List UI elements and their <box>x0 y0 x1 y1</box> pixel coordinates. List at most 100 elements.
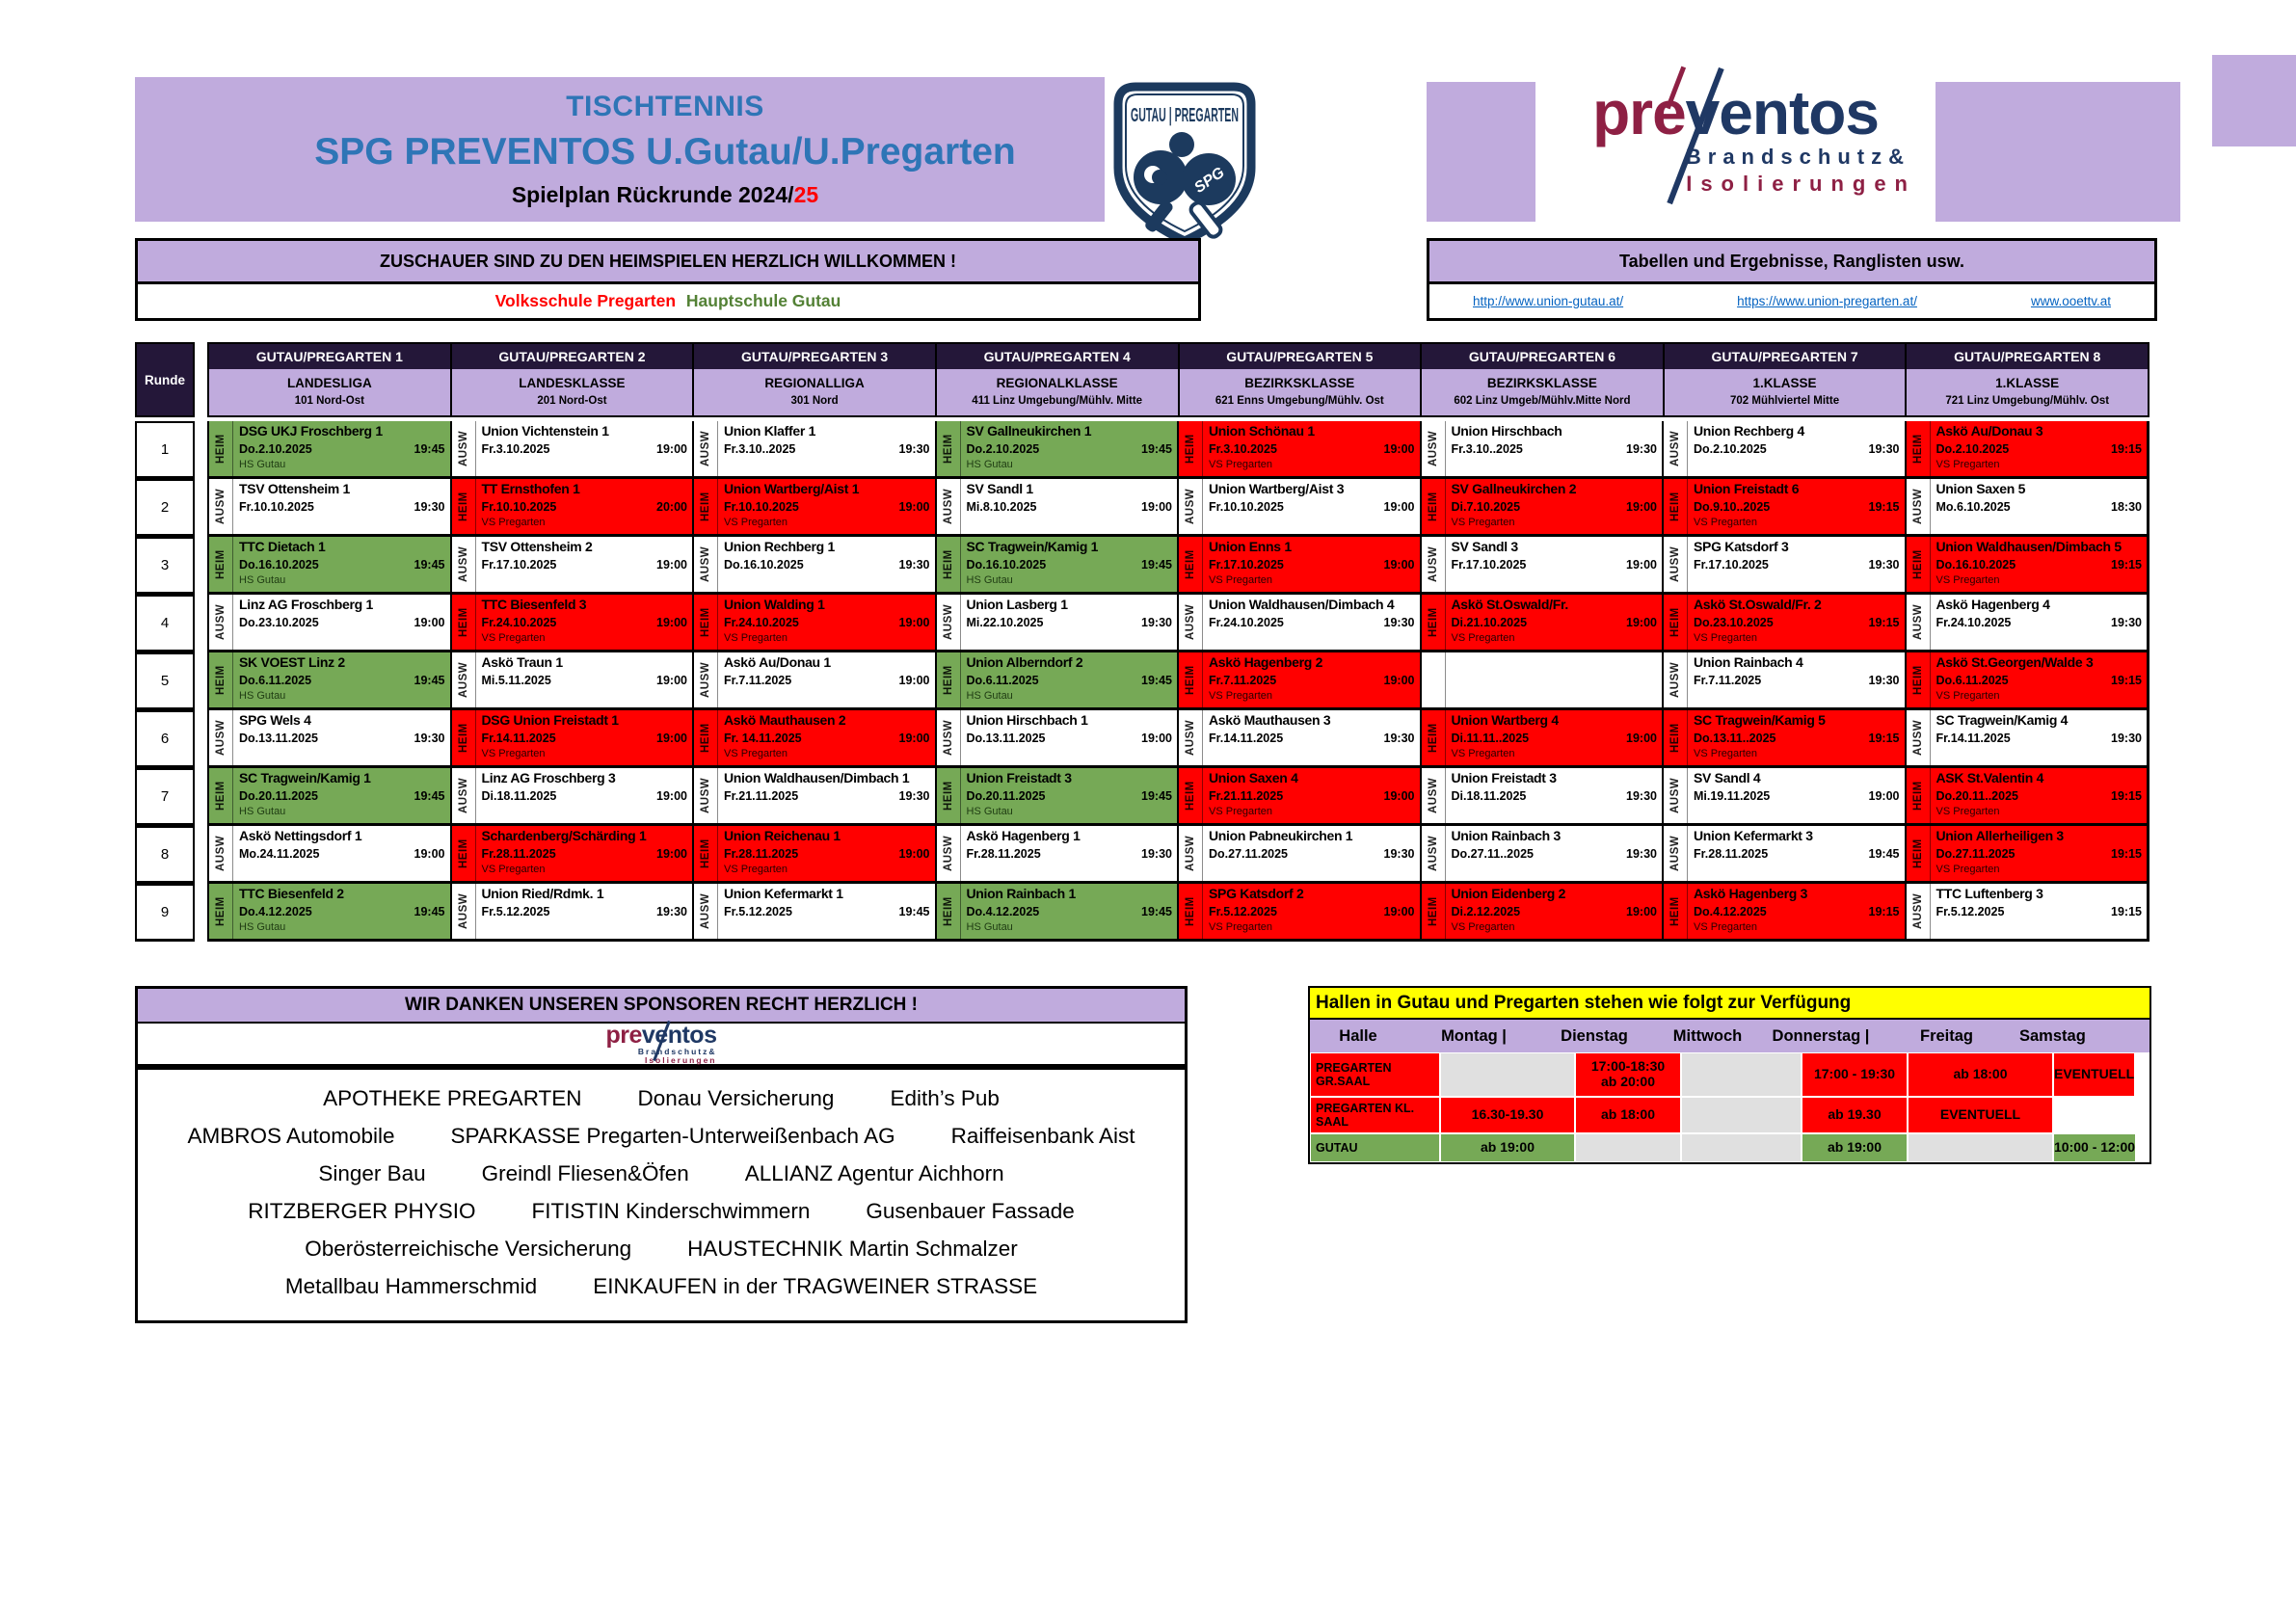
heim-ausw-label: HEIM <box>451 826 476 881</box>
match-date: Fr.28.11.2025 <box>1694 847 1769 861</box>
match-date: Fr.24.10.2025 <box>1209 616 1284 629</box>
sponsor-name: Raiffeisenbank Aist <box>950 1124 1135 1148</box>
league-group: 411 Linz Umgebung/Mühlv. Mitte <box>972 395 1143 407</box>
match-time: 19:30 <box>1626 789 1657 803</box>
match-time: 19:00 <box>414 847 445 861</box>
match-cell: AUSW Linz AG Froschberg 1 Do.23.10.2025 … <box>209 595 450 650</box>
match-time: 19:45 <box>898 905 930 918</box>
spacer <box>195 768 207 826</box>
sponsor-name: ALLIANZ Agentur Aichhorn <box>744 1161 1004 1185</box>
heim-ausw-label: HEIM <box>1421 595 1446 650</box>
venue-label: VS Pregarten <box>1936 864 2000 875</box>
league-name: REGIONALKLASSE <box>996 376 1118 390</box>
heim-ausw-label: AUSW <box>694 537 718 592</box>
round-cells: AUSW Linz AG Froschberg 1 Do.23.10.2025 … <box>207 595 2149 652</box>
opponent-name: Union Eidenberg 2 <box>1451 886 1566 901</box>
opponent-name: Union Rainbach 1 <box>966 886 1077 901</box>
heim-ausw-label: HEIM <box>694 595 718 650</box>
opponent-name: Union Saxen 4 <box>1209 770 1298 785</box>
match-cell: HEIM Union Wartberg/Aist 1 Fr.10.10.2025… <box>692 479 935 534</box>
venue-label: HS Gutau <box>966 690 1013 702</box>
match-time: 19:45 <box>1868 847 1900 861</box>
opponent-name: SPG Katsdorf 2 <box>1209 886 1304 901</box>
match-cell: HEIM Union Waldhausen/Dimbach 5 Do.16.10… <box>1904 537 2147 592</box>
schedule-round-row: 9 HEIM TTC Biesenfeld 2 Do.4.12.2025 19:… <box>135 884 2149 942</box>
venue-label: VS Pregarten <box>481 748 546 759</box>
match-cell: HEIM Askö St.Georgen/Walde 3 Do.6.11.202… <box>1904 652 2147 707</box>
match-cell: AUSW Askö Au/Donau 1 Fr.7.11.2025 19:00 <box>692 652 935 707</box>
match-cell: HEIM Union Walding 1 Fr.24.10.2025 19:00… <box>692 595 935 650</box>
round-number: 8 <box>135 826 195 884</box>
opponent-name: Union Rainbach 3 <box>1451 828 1562 843</box>
round-cells: HEIM DSG UKJ Froschberg 1 Do.2.10.2025 1… <box>207 421 2149 479</box>
heim-ausw-label: HEIM <box>936 421 961 476</box>
team-name-header: GUTAU/PREGARTEN 3 <box>694 344 935 369</box>
team-name-header: GUTAU/PREGARTEN 8 <box>1907 344 2148 369</box>
hall-availability-cell <box>1908 1133 2053 1162</box>
heim-ausw-label: AUSW <box>1664 421 1688 476</box>
opponent-name: DSG UKJ Froschberg 1 <box>239 423 383 439</box>
hall-availability-cell <box>1681 1052 1802 1097</box>
heim-ausw-label: HEIM <box>209 537 233 592</box>
match-time: 19:00 <box>656 789 687 803</box>
match-date: Do.27.11.2025 <box>1936 847 2016 861</box>
opponent-name: Union Lasberg 1 <box>966 597 1068 612</box>
opponent-name: Union Waldhausen/Dimbach 1 <box>724 770 910 785</box>
match-cell: AUSW Union Kefermarkt 3 Fr.28.11.2025 19… <box>1662 826 1905 881</box>
halls-header-cell: Halle <box>1339 1027 1377 1045</box>
heim-ausw-label: AUSW <box>694 652 718 707</box>
spacer <box>195 537 207 595</box>
schedule-round-row: 4 AUSW Linz AG Froschberg 1 Do.23.10.202… <box>135 595 2149 652</box>
match-date: Do.2.10.2025 <box>966 442 1040 456</box>
match-date: Fr.21.11.2025 <box>1209 789 1284 803</box>
league-name: BEZIRKSKLASSE <box>1486 376 1597 390</box>
match-time: 19:15 <box>2111 789 2142 803</box>
league-link[interactable]: https://www.union-pregarten.at/ <box>1737 294 1917 308</box>
spacer <box>195 421 207 479</box>
match-time: 19:30 <box>898 558 930 572</box>
match-date: Fr.5.12.2025 <box>1209 905 1277 918</box>
sponsor-name: EINKAUFEN in der TRAGWEINER STRASSE <box>593 1274 1038 1298</box>
opponent-name: SC Tragwein/Kamig 1 <box>966 539 1099 554</box>
heim-ausw-label: HEIM <box>1664 710 1688 765</box>
venue-label: VS Pregarten <box>1209 574 1273 586</box>
match-time: 19:30 <box>1141 847 1172 861</box>
team-headers: GUTAU/PREGARTEN 1 LANDESLIGA 101 Nord-Os… <box>207 342 2149 417</box>
league-link[interactable]: www.ooettv.at <box>2030 294 2111 308</box>
match-cell: AUSW Union Freistadt 3 Di.18.11.2025 19:… <box>1419 768 1662 823</box>
league-link[interactable]: http://www.union-gutau.at/ <box>1473 294 1624 308</box>
match-cell: AUSW Union Rechberg 1 Do.16.10.2025 19:3… <box>692 537 935 592</box>
club-badge: GUTAU | PREGARTEN SPG <box>1105 75 1265 251</box>
match-date: Fr.3.10.2025 <box>481 442 550 456</box>
match-date: Do.16.10.2025 <box>724 558 804 572</box>
round-number: 4 <box>135 595 195 652</box>
league-name: REGIONALLIGA <box>764 376 865 390</box>
match-time: 20:00 <box>656 500 687 514</box>
heim-ausw-label: HEIM <box>451 595 476 650</box>
welcome-box: ZUSCHAUER SIND ZU DEN HEIMSPIELEN HERZLI… <box>135 238 1201 321</box>
league-name: LANDESKLASSE <box>519 376 626 390</box>
match-cell: AUSW Askö Mauthausen 3 Fr.14.11.2025 19:… <box>1177 710 1420 765</box>
opponent-name: SK VOEST Linz 2 <box>239 654 345 670</box>
halls-header-cell: Samstag <box>2019 1027 2086 1045</box>
match-time: 19:00 <box>1383 789 1415 803</box>
venue-label: VS Pregarten <box>1451 632 1515 644</box>
opponent-name: ASK St.Valentin 4 <box>1936 770 2044 785</box>
team-name-header: GUTAU/PREGARTEN 7 <box>1664 344 1906 369</box>
match-time: 19:00 <box>656 732 687 745</box>
hall-name: PREGARTEN GR.SAAL <box>1310 1052 1440 1097</box>
match-cell: HEIM TTC Biesenfeld 2 Do.4.12.2025 19:45… <box>209 884 450 939</box>
halls-header-cell: Dienstag <box>1561 1027 1628 1045</box>
opponent-name: Askö St.Oswald/Fr. 2 <box>1694 597 1822 612</box>
match-cell: AUSW Union Hirschbach Fr.3.10..2025 19:3… <box>1419 421 1662 476</box>
opponent-name: Union Rainbach 4 <box>1694 654 1803 670</box>
heim-ausw-label: HEIM <box>694 826 718 881</box>
match-time: 19:30 <box>1868 442 1900 456</box>
match-date: Di.11.11..2025 <box>1451 732 1530 745</box>
opponent-name: SC Tragwein/Kamig 5 <box>1694 712 1826 728</box>
match-date: Fr.3.10.2025 <box>1209 442 1277 456</box>
opponent-name: Askö St.Oswald/Fr. <box>1451 597 1569 612</box>
match-date: Fr.5.12.2025 <box>481 905 550 918</box>
opponent-name: SPG Katsdorf 3 <box>1694 539 1789 554</box>
badge-club-name: GUTAU | PREGARTEN <box>1131 105 1239 126</box>
